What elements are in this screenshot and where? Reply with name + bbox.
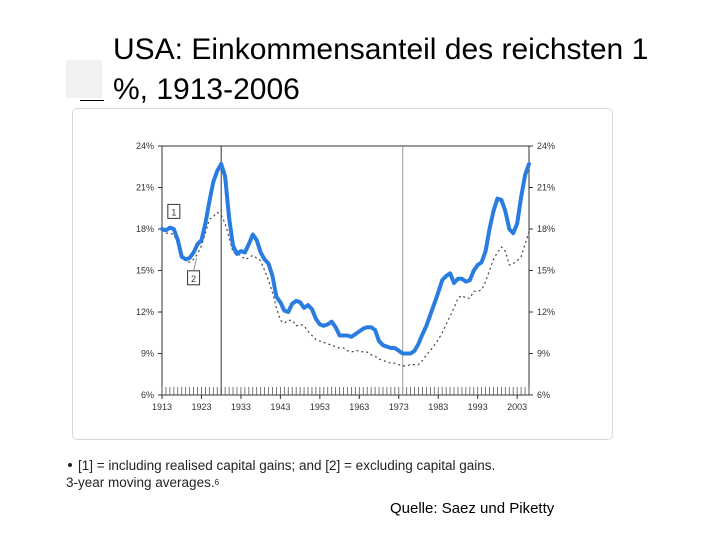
y-tick-label-left: 6% xyxy=(141,390,154,400)
y-tick-label-left: 9% xyxy=(141,349,154,359)
bullet-icon xyxy=(68,463,72,467)
slide-decoration xyxy=(66,60,102,98)
y-tick-label-right: 9% xyxy=(537,349,550,359)
footnote-text-1: [1] = including realised capital gains; … xyxy=(78,458,496,473)
y-tick-label-right: 12% xyxy=(537,307,555,317)
series-2-label: 2 xyxy=(187,270,201,286)
y-tick-label-right: 21% xyxy=(537,183,555,193)
chart-footnote: [1] = including realised capital gains; … xyxy=(66,457,495,491)
chart-series-labels: 12 xyxy=(167,203,201,286)
footnote-text-2: 3-year moving averages. xyxy=(66,475,215,490)
source-label: Quelle: Saez und Piketty xyxy=(390,500,555,517)
x-tick-label: 1923 xyxy=(191,402,211,412)
series-1-label-text: 1 xyxy=(171,207,176,217)
y-tick-label-left: 15% xyxy=(136,266,154,276)
chart-vertical-markers xyxy=(220,146,404,395)
slide-title: USA: Einkommensanteil des reichsten 1 %,… xyxy=(113,33,649,106)
x-tick-label: 1913 xyxy=(152,402,172,412)
x-tick-label: 1963 xyxy=(349,402,369,412)
y-tick-label-left: 12% xyxy=(136,307,154,317)
y-tick-label-left: 24% xyxy=(136,141,154,151)
x-tick-label: 1953 xyxy=(310,402,330,412)
series-1-label-box xyxy=(167,203,181,219)
series-2-leader xyxy=(193,257,197,271)
series-2-label-text: 2 xyxy=(191,274,196,284)
x-tick-label: 1933 xyxy=(231,402,251,412)
y-tick-label-right: 6% xyxy=(537,390,550,400)
income-share-chart: 6% 6% 9% 9% 12% 12% 15% 15% 18% 18% 21% 21% 24% 24% 19… xyxy=(136,141,555,412)
y-tick-label-left: 18% xyxy=(136,224,154,234)
series-1-label: 1 xyxy=(167,203,181,219)
y-tick-label-left: 21% xyxy=(136,183,154,193)
series-1-line xyxy=(160,162,531,356)
chart-axes: 6% 6% 9% 9% 12% 12% 15% 15% 18% 18% 21% 21% 24% 24% 19… xyxy=(136,141,555,412)
x-tick-label: 1983 xyxy=(428,402,448,412)
footnote-line-1: [1] = including realised capital gains; … xyxy=(66,457,495,474)
y-tick-label-right: 24% xyxy=(537,141,555,151)
chart-series xyxy=(160,162,531,367)
footnote-line-2: 3-year moving averages.6 xyxy=(66,474,495,491)
x-tick-label: 2003 xyxy=(507,402,527,412)
y-tick-label-right: 18% xyxy=(537,224,555,234)
x-tick-label: 1993 xyxy=(468,402,488,412)
title-rule xyxy=(80,100,104,101)
series-2-line xyxy=(161,211,530,367)
x-tick-label: 1973 xyxy=(389,402,409,412)
chart-frame: 6% 6% 9% 9% 12% 12% 15% 15% 18% 18% 21% 21% 24% 24% 19… xyxy=(72,108,613,440)
x-tick-label: 1943 xyxy=(270,402,290,412)
footnote-reference: 6 xyxy=(214,478,220,487)
y-tick-label-right: 15% xyxy=(537,266,555,276)
